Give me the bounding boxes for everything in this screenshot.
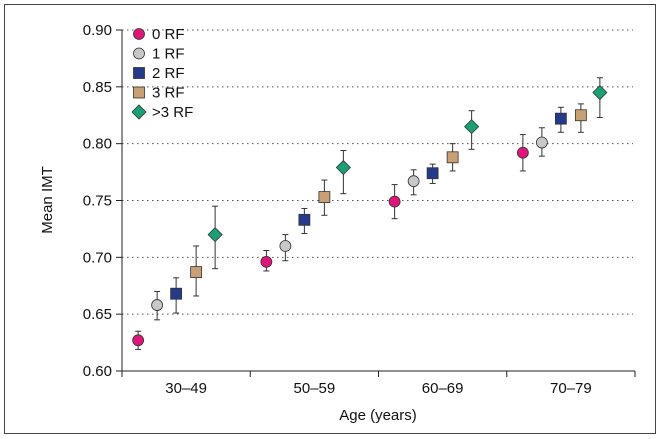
x-tick-label: 50–59 xyxy=(294,380,336,397)
data-point xyxy=(260,255,273,268)
data-point xyxy=(464,119,480,135)
data-point xyxy=(298,213,311,226)
x-tick-label: 70–79 xyxy=(550,380,592,397)
data-point xyxy=(207,227,223,243)
legend-marker xyxy=(133,86,145,99)
gridlines xyxy=(122,29,633,315)
data-point xyxy=(279,240,292,252)
legend-marker xyxy=(133,28,145,40)
legend-label: >3 RF xyxy=(152,104,193,121)
data-point xyxy=(535,136,548,149)
data-point xyxy=(335,159,351,176)
data-point xyxy=(170,287,183,300)
legend-label: 2 RF xyxy=(152,65,185,82)
data-point xyxy=(446,151,459,164)
data-point xyxy=(426,167,439,180)
legend-marker xyxy=(131,104,147,120)
data-point xyxy=(151,299,164,311)
x-tick-label: 60–69 xyxy=(422,380,464,397)
x-ticks: 30–49 50–59 60–69 70–79 xyxy=(121,371,636,397)
data-point xyxy=(554,112,567,125)
data-point xyxy=(592,84,608,101)
data-point xyxy=(574,109,587,122)
legend-label: 3 RF xyxy=(152,85,185,102)
legend-marker xyxy=(133,67,145,79)
y-tick-label: 0.90 xyxy=(83,22,112,39)
data-point xyxy=(318,191,331,203)
y-tick-label: 0.80 xyxy=(83,136,112,153)
y-tick-label: 0.60 xyxy=(83,363,112,380)
legend: 0 RF 1 RF 2 RF 3 RF >3 RF xyxy=(131,26,193,121)
x-axis-title: Age (years) xyxy=(339,407,417,424)
y-tick-label: 0.65 xyxy=(83,306,112,323)
data-point xyxy=(407,175,420,188)
error-bars xyxy=(135,77,603,350)
x-tick-label: 30–49 xyxy=(165,380,207,397)
y-tick-label: 0.70 xyxy=(83,249,112,266)
y-tick-label: 0.75 xyxy=(83,193,112,210)
y-axis-title: Mean IMT xyxy=(39,166,56,234)
legend-label: 0 RF xyxy=(152,26,185,43)
legend-marker xyxy=(133,47,145,60)
chart-frame xyxy=(4,4,656,434)
data-point xyxy=(190,266,203,279)
y-ticks: 0.60 0.65 0.70 0.75 0.80 0.85 0.90 xyxy=(83,22,122,380)
legend-label: 1 RF xyxy=(152,46,185,63)
data-points xyxy=(132,84,608,347)
y-tick-label: 0.85 xyxy=(83,79,112,96)
data-point xyxy=(516,146,529,159)
data-point xyxy=(132,334,145,347)
data-point xyxy=(388,195,401,208)
